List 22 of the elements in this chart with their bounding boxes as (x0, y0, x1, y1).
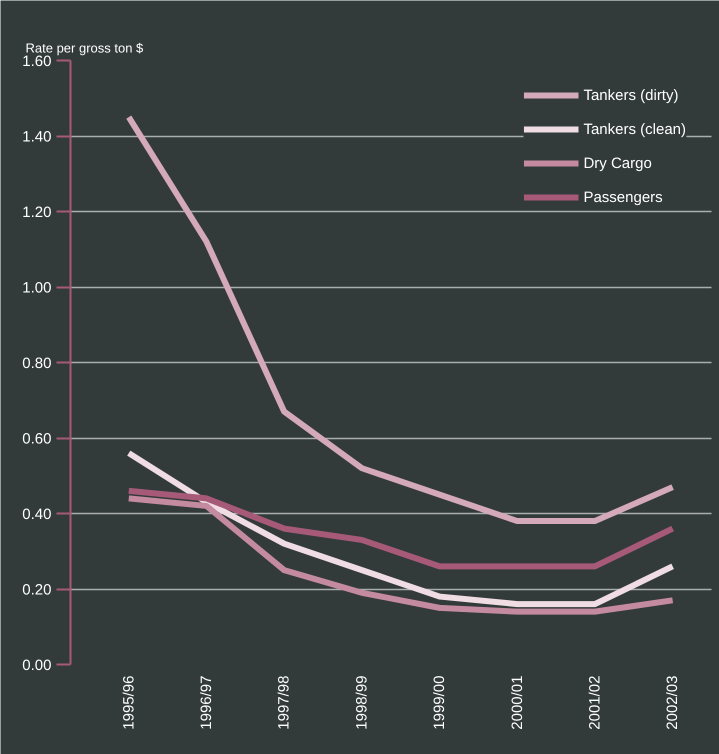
legend-label: Dry Cargo (583, 154, 652, 172)
y-tick-label: 1.40 (22, 128, 52, 146)
y-axis-title: Rate per gross ton $ (26, 40, 144, 56)
y-tick-label: 0.20 (22, 582, 52, 598)
y-tick-label: 0.40 (22, 506, 52, 523)
x-tick-label: 1997/98 (276, 675, 293, 730)
legend-label: Passengers (583, 188, 663, 206)
x-tick-label: 2000/01 (508, 675, 526, 730)
legend-label: Tankers (clean) (583, 120, 686, 138)
y-tick-label: 0.80 (22, 355, 52, 372)
y-tick-label: 1.20 (22, 204, 52, 221)
x-tick-label: 2001/02 (586, 675, 604, 730)
y-tick-label: 0.00 (22, 657, 52, 674)
y-tick-label: 1.60 (22, 53, 52, 70)
y-tick-label: 0.60 (22, 430, 52, 448)
x-tick-label: 1998/99 (353, 675, 370, 730)
legend-label: Tankers (dirty) (583, 86, 678, 104)
x-tick-label: 1999/00 (431, 675, 448, 730)
x-tick-label: 1996/97 (198, 675, 215, 730)
y-tick-label: 1.00 (22, 280, 52, 296)
x-tick-label: 1995/96 (120, 675, 138, 730)
x-tick-label: 2002/03 (664, 675, 682, 730)
